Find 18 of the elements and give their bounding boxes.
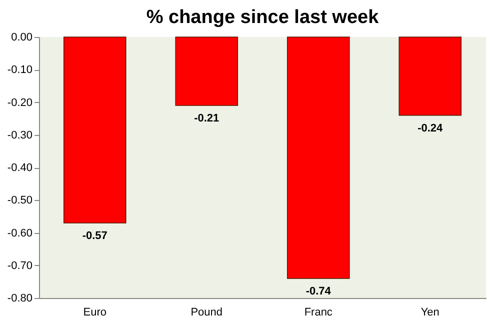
data-label: -0.74 <box>306 285 332 298</box>
y-tick-label: 0.00 <box>11 32 32 44</box>
x-tick-label: Euro <box>83 306 106 318</box>
y-tick-label: -0.80 <box>7 292 32 304</box>
y-tick-label: -0.20 <box>7 96 32 109</box>
y-tick-label: -0.70 <box>7 260 32 272</box>
x-tick-label: Yen <box>420 306 440 318</box>
y-tick-label: -0.10 <box>7 64 32 76</box>
y-tick-label: -0.30 <box>7 129 32 142</box>
x-tick-label: Pound <box>190 306 223 318</box>
data-label: -0.24 <box>418 122 444 134</box>
y-tick-label: -0.40 <box>7 162 32 174</box>
data-label: -0.21 <box>194 112 220 125</box>
data-label: -0.57 <box>82 230 108 242</box>
y-tick-label: -0.60 <box>7 227 32 240</box>
chart-title: % change since last week <box>146 7 380 28</box>
x-tick-label: Franc <box>304 306 333 318</box>
y-tick-label: -0.50 <box>7 194 32 207</box>
